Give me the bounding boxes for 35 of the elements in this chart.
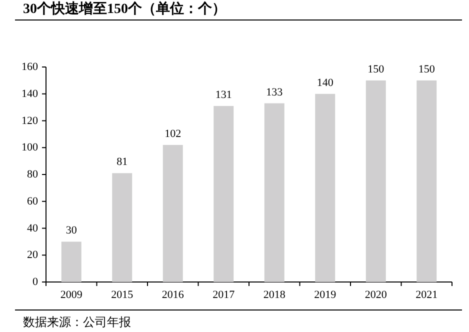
bar bbox=[315, 94, 336, 282]
data-label: 81 bbox=[116, 156, 128, 168]
y-tick-label: 140 bbox=[22, 88, 38, 100]
bar bbox=[366, 80, 386, 282]
bar bbox=[61, 242, 82, 282]
y-tick-label: 160 bbox=[22, 61, 38, 73]
y-tick-label: 60 bbox=[27, 195, 38, 208]
x-tick-label: 2009 bbox=[60, 289, 83, 301]
data-label: 133 bbox=[266, 86, 284, 98]
x-tick-label: 2021 bbox=[416, 289, 438, 301]
y-tick-label: 40 bbox=[27, 222, 38, 234]
y-tick-label: 100 bbox=[22, 142, 38, 154]
bar bbox=[264, 103, 284, 282]
x-tick-label: 2017 bbox=[212, 289, 236, 301]
y-tick-label: 0 bbox=[32, 276, 38, 288]
data-label: 131 bbox=[215, 88, 232, 101]
y-tick-label: 120 bbox=[22, 114, 38, 127]
data-label: 150 bbox=[368, 63, 385, 76]
data-label: 140 bbox=[316, 76, 334, 89]
x-tick-label: 2018 bbox=[263, 289, 286, 301]
y-tick-label: 80 bbox=[27, 168, 38, 180]
data-label: 30 bbox=[66, 224, 78, 237]
bar bbox=[214, 106, 234, 282]
x-tick-label: 2015 bbox=[111, 289, 134, 301]
x-tick-label: 2020 bbox=[364, 289, 388, 301]
chart-title: 30个快速增至150个（单位：个） bbox=[23, 1, 226, 17]
bar bbox=[112, 173, 132, 282]
x-tick-label: 2016 bbox=[162, 289, 184, 301]
y-tick-label: 20 bbox=[27, 249, 38, 262]
bar bbox=[162, 144, 183, 282]
bar bbox=[416, 80, 437, 282]
source-note: 数据来源：公司年报 bbox=[23, 315, 131, 329]
data-label: 150 bbox=[418, 63, 436, 76]
x-tick-label: 2019 bbox=[314, 289, 337, 301]
data-label: 102 bbox=[164, 128, 182, 140]
